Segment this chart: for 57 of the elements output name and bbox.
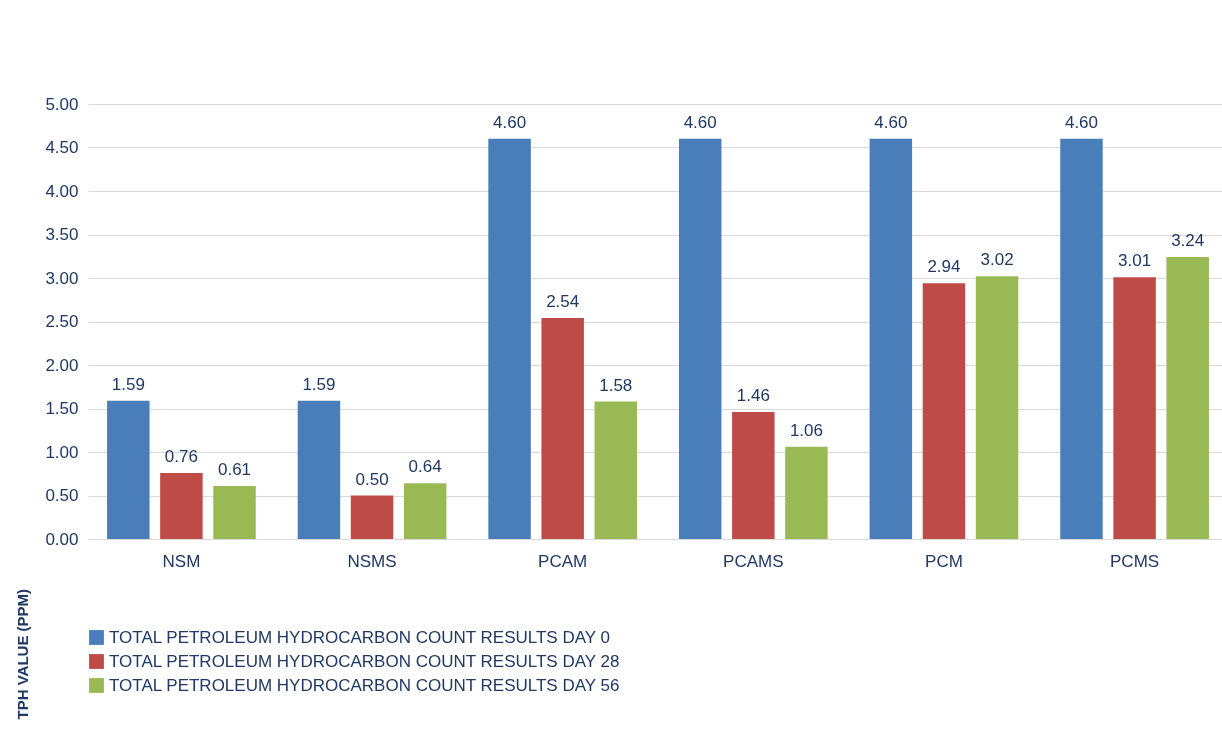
data-label: 4.60 xyxy=(874,112,908,132)
y-tick-label: 0.00 xyxy=(45,529,79,549)
data-label: 1.06 xyxy=(789,420,823,440)
x-tick-label: NSM xyxy=(162,551,201,571)
bar xyxy=(732,411,775,539)
bar xyxy=(107,400,150,539)
x-tick-label: NSMS xyxy=(347,551,397,571)
data-label: 3.02 xyxy=(980,250,1014,270)
bar xyxy=(785,446,828,539)
bar xyxy=(541,318,584,539)
x-tick-label: PCAM xyxy=(538,551,588,571)
bar xyxy=(403,483,447,539)
bar xyxy=(1166,257,1209,539)
bar xyxy=(975,276,1019,539)
data-label: 0.76 xyxy=(164,446,198,466)
bar xyxy=(594,401,638,539)
y-axis-title: TPH VALUE (PPM) xyxy=(13,588,31,720)
bar xyxy=(488,138,531,539)
legend-label: TOTAL PETROLEUM HYDROCARBON COUNT RESULTS DAY 28 xyxy=(109,651,620,671)
bar xyxy=(1113,277,1156,539)
bar xyxy=(678,138,722,539)
bar xyxy=(213,485,256,539)
y-tick-label: 3.00 xyxy=(45,268,79,288)
data-label: 2.94 xyxy=(927,257,961,277)
y-tick-label: 2.00 xyxy=(45,355,79,375)
data-label: 3.01 xyxy=(1118,251,1152,271)
y-tick-label: 5.00 xyxy=(45,94,79,114)
bar xyxy=(869,138,913,539)
data-label: 1.59 xyxy=(111,374,145,394)
bar xyxy=(297,400,341,539)
data-label: 0.50 xyxy=(355,469,389,489)
data-label: 4.60 xyxy=(493,112,527,132)
data-label: 1.46 xyxy=(736,385,770,405)
bar xyxy=(350,495,394,539)
data-label: 4.60 xyxy=(1064,112,1099,132)
y-tick-label: 1.00 xyxy=(45,442,79,462)
y-tick-label: 0.50 xyxy=(45,486,79,505)
y-tick-label: 1.50 xyxy=(45,399,79,418)
data-label: 0.64 xyxy=(408,457,442,477)
y-tick-label: 3.50 xyxy=(45,225,79,244)
bar xyxy=(160,472,203,539)
bar xyxy=(922,283,966,539)
legend-label: TOTAL PETROLEUM HYDROCARBON COUNT RESULTS DAY 0 xyxy=(109,627,610,647)
bar xyxy=(1060,138,1103,539)
y-tick-label: 4.50 xyxy=(45,138,79,157)
legend-label: TOTAL PETROLEUM HYDROCARBON COUNT RESULTS DAY 56 xyxy=(109,675,620,695)
data-label: 4.60 xyxy=(683,112,717,132)
data-label: 2.54 xyxy=(546,292,580,312)
data-label: 3.24 xyxy=(1171,231,1205,251)
data-label: 1.58 xyxy=(599,375,633,395)
x-tick-label: PCM xyxy=(925,551,963,571)
x-tick-label: PCAMS xyxy=(723,551,784,571)
data-label: 0.61 xyxy=(217,459,252,479)
x-tick-label: PCMS xyxy=(1110,551,1160,571)
data-label: 1.59 xyxy=(302,374,336,394)
y-tick-label: 2.50 xyxy=(45,312,79,331)
y-tick-label: 4.00 xyxy=(45,181,79,201)
